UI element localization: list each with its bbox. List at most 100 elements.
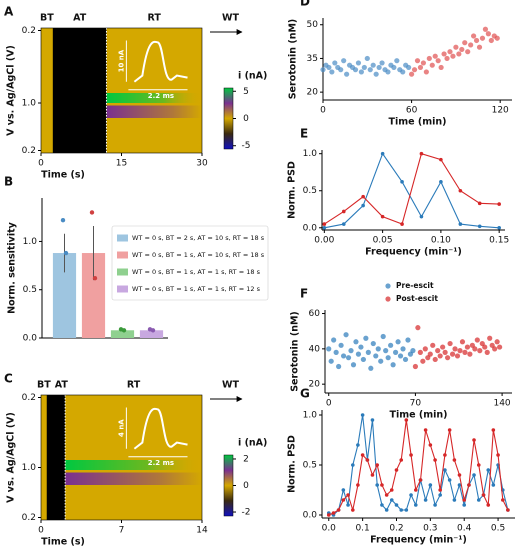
legend-label: WT = 0 s, BT = 1 s, AT = 10 s, RT = 18 s — [132, 251, 265, 259]
data-point — [430, 342, 436, 348]
bar — [139, 330, 164, 338]
colorbar-tick-label: -2 — [242, 508, 251, 518]
data-point — [394, 503, 399, 507]
data-point — [433, 458, 437, 462]
x-axis-label: Frequency (min⁻¹) — [370, 535, 467, 546]
data-point — [341, 222, 346, 226]
data-point — [332, 60, 338, 66]
data-point — [447, 340, 453, 347]
data-point — [409, 453, 413, 457]
data-point — [360, 413, 365, 417]
data-point — [491, 428, 496, 432]
y-tick-label: 0.2 — [22, 513, 36, 523]
data-point — [380, 333, 386, 340]
legend-label: WT = 0 s, BT = 2 s, AT = 10 s, RT = 18 s — [132, 234, 265, 242]
data-point — [428, 443, 433, 447]
data-point — [423, 428, 428, 432]
data-point — [346, 503, 350, 507]
y-tick-label: 1.0 — [22, 463, 37, 473]
data-point — [399, 508, 404, 512]
data-point — [444, 55, 450, 62]
data-point — [380, 503, 384, 507]
data-point — [380, 214, 385, 219]
data-point — [491, 483, 496, 487]
data-point — [486, 468, 491, 472]
data-point — [422, 346, 428, 352]
data-point — [361, 194, 365, 199]
data-point — [438, 493, 442, 497]
data-point — [385, 355, 391, 361]
panel-letter: E — [300, 127, 308, 141]
data-point — [439, 157, 443, 162]
data-point — [351, 508, 355, 512]
data-point — [365, 349, 371, 355]
data-point — [370, 340, 376, 347]
data-point — [368, 365, 374, 371]
y-tick-label: 0.2 — [22, 26, 36, 36]
region-label: WT — [222, 13, 239, 24]
data-point — [345, 355, 352, 361]
x-tick-label: 70 — [410, 399, 422, 409]
data-point — [497, 344, 503, 350]
x-tick-label: 0.10 — [431, 236, 451, 246]
data-point — [410, 348, 416, 354]
data-point — [408, 71, 415, 77]
scale-label: 4 nA — [117, 419, 125, 437]
data-point — [389, 498, 394, 502]
data-point — [322, 222, 327, 226]
data-point — [482, 344, 488, 350]
y-axis-label: V vs. Ag/AgCl (V) — [6, 412, 17, 503]
x-axis-label: Time (min) — [389, 117, 447, 128]
x-axis-label: Frequency (min⁻¹) — [365, 247, 462, 258]
data-point — [447, 49, 453, 55]
y-tick-label: 35 — [307, 54, 318, 64]
data-point — [429, 62, 435, 68]
colorbar-tick-label: 0 — [243, 114, 249, 124]
data-point — [423, 498, 428, 502]
data-point — [328, 358, 334, 364]
y-tick-label: 20 — [309, 380, 321, 390]
series-line — [324, 152, 500, 229]
data-point — [365, 458, 370, 462]
data-point — [472, 346, 478, 352]
legend-label: Post-escit — [396, 294, 438, 303]
data-point — [443, 468, 447, 472]
data-point — [432, 356, 438, 363]
data-point — [370, 473, 375, 477]
data-point — [492, 346, 498, 352]
data-point — [385, 69, 391, 75]
data-point — [406, 64, 412, 71]
oxidation-band — [65, 460, 203, 470]
data-point — [376, 64, 382, 71]
data-point — [487, 335, 493, 341]
heatmap-background — [41, 395, 202, 520]
data-point — [336, 363, 342, 370]
data-point — [404, 418, 409, 422]
data-point — [447, 428, 452, 432]
data-point — [375, 463, 379, 467]
y-tick-label: 0.0 — [23, 334, 38, 344]
data-point — [497, 202, 501, 206]
series-line — [328, 419, 509, 516]
data-point — [435, 348, 441, 354]
legend-frame — [111, 225, 269, 301]
x-tick-label: 0 — [38, 159, 44, 169]
data-point — [452, 498, 457, 502]
y-tick-label: 20 — [307, 88, 319, 98]
data-point — [476, 44, 483, 50]
x-tick-label: 14 — [196, 526, 208, 536]
data-point — [392, 349, 399, 355]
data-point — [329, 69, 335, 75]
data-point — [402, 356, 409, 363]
data-point — [484, 349, 490, 355]
data-point — [476, 463, 481, 467]
bar — [110, 330, 135, 338]
data-point — [400, 69, 406, 75]
data-point — [437, 353, 443, 359]
data-point — [399, 458, 404, 462]
data-point — [358, 69, 364, 75]
data-point — [378, 358, 384, 364]
x-tick-label: 120 — [492, 106, 509, 116]
data-point — [409, 493, 413, 497]
bar — [81, 253, 106, 338]
